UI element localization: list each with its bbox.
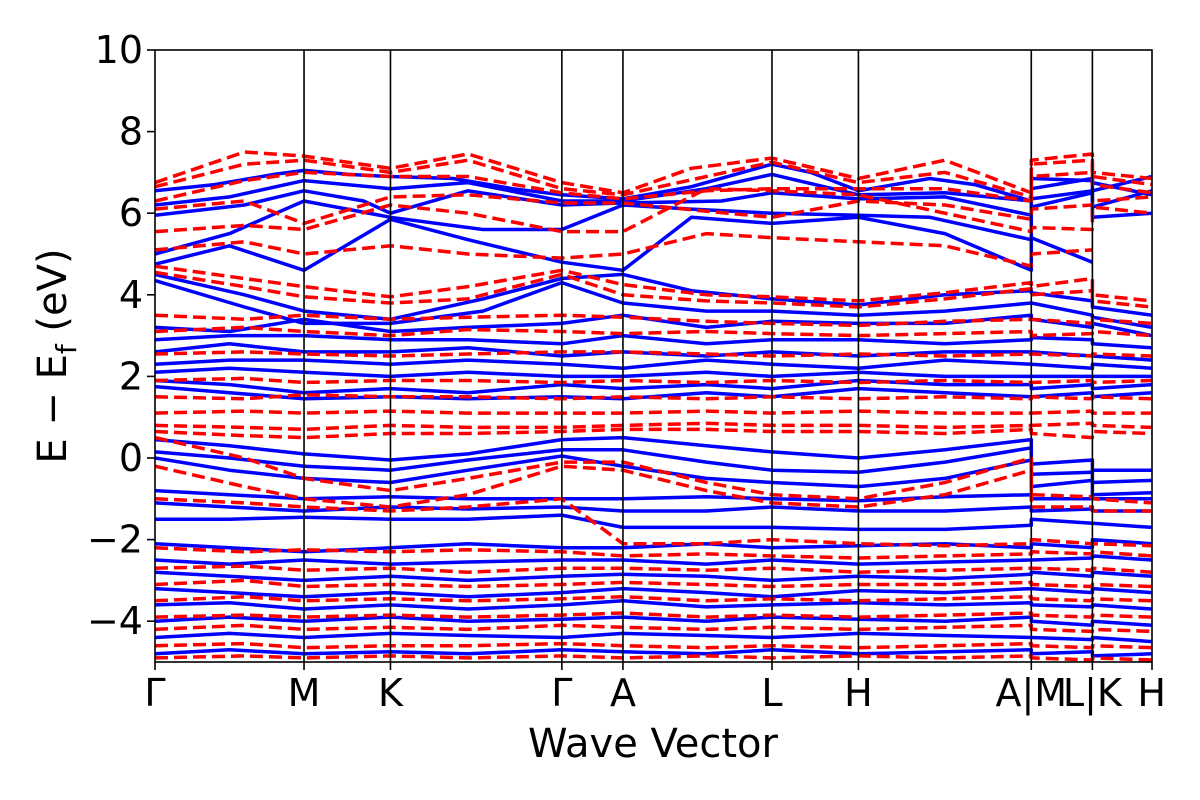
spin-down-band-21 <box>155 578 1152 589</box>
spin-up-band-22 <box>155 570 1152 583</box>
y-tick-label: 10 <box>95 28 143 72</box>
x-tick-label: A <box>610 671 636 715</box>
y-tick-label: 8 <box>119 110 143 154</box>
spin-down-band-3 <box>155 193 1152 226</box>
spin-up-band-7 <box>155 313 1152 338</box>
x-tick-label: H <box>1137 671 1166 715</box>
high-symmetry-lines <box>303 50 1094 662</box>
spin-down-band-7 <box>155 270 1152 309</box>
spin-down-band-14 <box>155 421 1152 432</box>
spin-down-band-24 <box>155 623 1152 634</box>
spin-down-band-11 <box>155 376 1152 385</box>
spin-up-band-27 <box>155 648 1152 658</box>
spin-up-band-26 <box>155 631 1152 644</box>
spin-down-band-5 <box>155 231 1093 268</box>
spin-up-band-10 <box>155 358 1152 370</box>
spin-down-band-4 <box>155 186 1152 234</box>
x-axis-title: Wave Vector <box>528 721 779 767</box>
spin-down-band-9 <box>155 325 1152 338</box>
x-tick-label: H <box>844 671 873 715</box>
spin-up-band-25 <box>155 615 1152 628</box>
y-tick-label: −4 <box>87 599 143 643</box>
spin-down-band-25 <box>155 641 1152 650</box>
spin-down-band-1 <box>155 158 1152 199</box>
spin-down-band-22 <box>155 594 1152 603</box>
spin-up-band-14 <box>155 435 1152 472</box>
y-tick-label: −2 <box>87 518 143 562</box>
spin-up-band-9 <box>155 342 1152 362</box>
spin-down-band-17 <box>155 464 1152 513</box>
y-tick-label: 2 <box>119 354 143 398</box>
spin-down-band-0 <box>155 150 1152 195</box>
x-tick-label: L <box>761 671 782 715</box>
spin-up-band-21 <box>155 554 1152 566</box>
x-tick-label: K <box>378 671 404 715</box>
spin-up-band-16 <box>155 454 1152 497</box>
x-tick-label: A|M <box>995 671 1067 716</box>
band-lines-group <box>155 150 1152 662</box>
spin-down-band-26 <box>155 654 1152 662</box>
spin-up-band-5 <box>155 272 1152 322</box>
spin-down-band-10 <box>155 350 1152 358</box>
spin-down-band-8 <box>155 313 1152 328</box>
y-axis-title-subscript: f <box>50 343 83 354</box>
plot-frame <box>154 49 1153 663</box>
spin-down-band-13 <box>155 409 1152 415</box>
spin-down-band-23 <box>155 611 1152 619</box>
x-tick-label: M <box>288 671 321 715</box>
spin-up-band-11 <box>155 366 1152 379</box>
spin-up-band-13 <box>155 384 1152 401</box>
spin-up-band-23 <box>155 586 1152 599</box>
spin-down-band-19 <box>155 546 1152 560</box>
y-axis-title-main: E − E <box>30 354 76 464</box>
spin-up-band-1 <box>155 172 1152 207</box>
spin-up-band-12 <box>155 378 1152 395</box>
y-tick-label: 6 <box>119 191 143 235</box>
y-tick-label: 4 <box>119 273 143 317</box>
spin-down-band-16 <box>155 435 1152 505</box>
spin-up-band-24 <box>155 599 1152 611</box>
spin-down-band-12 <box>155 393 1152 401</box>
spin-down-band-15 <box>155 427 1152 440</box>
x-tick-label: Γ <box>144 671 165 715</box>
spin-down-band-6 <box>155 264 1152 303</box>
spin-down-band-20 <box>155 564 1152 574</box>
y-tick-label: 0 <box>119 436 143 480</box>
x-tick-label: L|K <box>1063 671 1123 716</box>
y-axis-title-unit: (eV) <box>30 248 76 344</box>
spin-up-band-15 <box>155 446 1152 485</box>
y-axis-ticks: −4 −2 0 2 4 6 8 10 <box>87 28 155 643</box>
x-axis-ticks: Γ M K Γ A L H A|ML|K H <box>144 662 1166 716</box>
spin-up-band-8 <box>155 333 1152 350</box>
spin-up-band-4 <box>155 215 1094 273</box>
spin-up-band-2 <box>155 189 1152 217</box>
y-axis-title: E − Ef (eV) <box>30 248 83 463</box>
x-tick-label: Γ <box>551 671 572 715</box>
